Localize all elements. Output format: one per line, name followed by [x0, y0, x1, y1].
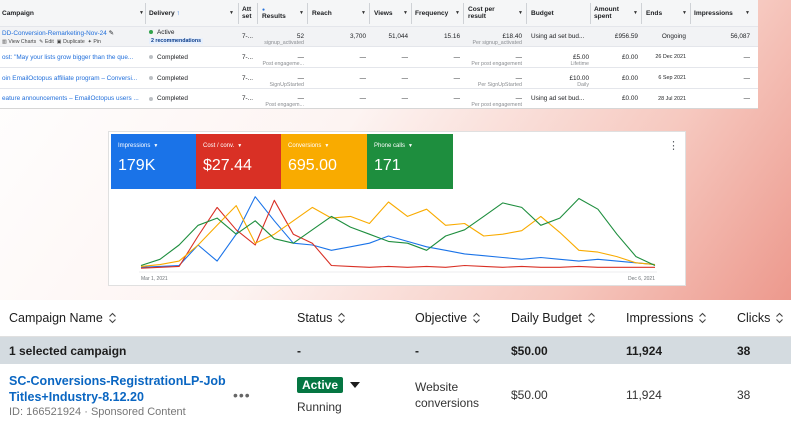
metric-tile-conversions[interactable]: Conversions ▼ 695.00: [281, 134, 367, 189]
info-icon: ●: [262, 6, 266, 13]
series-line-phone-calls: [140, 197, 656, 267]
chevron-down-icon[interactable]: ▼: [408, 143, 413, 149]
col-reach-header[interactable]: Reach: [312, 9, 332, 17]
objective: Website conversions: [415, 380, 480, 410]
sort-icon[interactable]: [586, 312, 597, 324]
status-detail: Running: [297, 399, 342, 414]
chevron-down-icon: ▼: [633, 10, 638, 16]
linkedin-campaign-table: Campaign Name Status Objective Daily Bud…: [0, 300, 791, 426]
sort-icon[interactable]: [336, 312, 347, 324]
delivery-status: Completed: [157, 74, 188, 82]
campaign-link[interactable]: oin EmailOctopus affiliate program – Con…: [2, 74, 138, 82]
col-budget-header[interactable]: Budget: [531, 9, 554, 17]
col-daily-budget-header[interactable]: Daily Budget: [511, 300, 597, 336]
campaign-name-link[interactable]: SC-Conversions-RegistrationLP-Job Titles…: [9, 373, 226, 404]
delivery-status: Active: [157, 29, 175, 36]
caret-down-icon[interactable]: [350, 382, 361, 389]
selected-count: 1 selected campaign: [9, 343, 127, 358]
metric-value: 171: [374, 157, 401, 174]
col-results-header[interactable]: ● Results: [262, 6, 286, 20]
chevron-down-icon: ▼: [518, 10, 523, 16]
chevron-down-icon[interactable]: ▼: [153, 143, 159, 149]
campaign-link[interactable]: eature announcements – EmailOctopus user…: [2, 95, 139, 102]
chevron-down-icon: ▼: [403, 10, 408, 16]
chevron-down-icon: ▼: [229, 10, 234, 16]
pencil-icon[interactable]: ✎: [108, 29, 114, 37]
campaign-link[interactable]: ost: "May your lists grow bigger than th…: [2, 53, 134, 61]
x-axis-end-label: Dec 6, 2021: [628, 276, 655, 282]
table-row[interactable]: DD-Conversion-Remarketing-Nov-24 ✎ ▥ Vie…: [0, 27, 758, 47]
metric-tile-cost-per-conversion[interactable]: Cost / conv. ▼ $27.44: [196, 134, 281, 189]
daily-budget: $50.00: [511, 388, 548, 402]
row-actions: ▥ View Charts ✎ Edit ▣ Duplicate ✦ Pin: [2, 39, 114, 45]
chevron-down-icon[interactable]: ▼: [237, 143, 243, 149]
clicks: 38: [737, 388, 751, 402]
table-header: Campaign ▼ Delivery ↑ ▼ Att set ● Results…: [0, 0, 758, 27]
metric-tile-impressions[interactable]: Impressions ▼ 179K: [111, 134, 196, 189]
sort-icon[interactable]: [471, 312, 482, 324]
chevron-down-icon: ▼: [299, 10, 304, 16]
pin-button[interactable]: ✦ Pin: [87, 38, 101, 45]
table-row[interactable]: oin EmailOctopus affiliate program – Con…: [0, 68, 758, 89]
col-campaign-caret[interactable]: ▼: [136, 0, 144, 26]
sort-icon[interactable]: [774, 312, 785, 324]
col-campaign-name-header[interactable]: Campaign Name: [9, 300, 118, 336]
status-dot-icon: [149, 55, 153, 59]
recommendations-badge[interactable]: 2 recommendations: [149, 38, 204, 44]
col-views-header[interactable]: Views: [374, 9, 393, 17]
table-header: Campaign Name Status Objective Daily Bud…: [0, 300, 791, 337]
performance-line-chart: Mar 1, 2021 Dec 6, 2021: [139, 196, 657, 282]
col-delivery-caret[interactable]: ▼: [226, 0, 234, 26]
duplicate-button[interactable]: ▣ Duplicate: [56, 38, 85, 45]
x-axis-start-label: Mar 1, 2021: [141, 276, 168, 282]
view-charts-button[interactable]: ▥ View Charts: [2, 38, 37, 45]
col-cost-per-result-header[interactable]: Cost per result: [468, 6, 495, 20]
status-badge[interactable]: Active: [297, 376, 344, 393]
chevron-down-icon: ▼: [139, 10, 144, 16]
selected-summary-row[interactable]: 1 selected campaign - - $50.00 11,924 38: [0, 337, 791, 364]
col-impressions-header[interactable]: Impressions: [626, 300, 708, 336]
col-objective-header[interactable]: Objective: [415, 300, 482, 336]
col-status-header[interactable]: Status: [297, 300, 347, 336]
more-actions-icon[interactable]: •••: [233, 387, 251, 403]
metric-value: 695.00: [288, 157, 337, 174]
impressions: 11,924: [626, 388, 662, 402]
series-line-conversions: [140, 201, 656, 267]
google-ads-overview-card: Impressions ▼ 179K Cost / conv. ▼ $27.44 C…: [108, 131, 686, 286]
col-amount-spent-header[interactable]: Amount spent: [594, 6, 619, 20]
table-row[interactable]: ost: "May your lists grow bigger than th…: [0, 47, 758, 68]
chevron-down-icon[interactable]: ▼: [324, 143, 330, 149]
delivery-status: Completed: [157, 53, 188, 61]
table-row[interactable]: eature announcements – EmailOctopus user…: [0, 89, 758, 108]
chevron-down-icon: ▼: [745, 10, 750, 16]
col-delivery-header[interactable]: Delivery ↑: [149, 9, 180, 17]
status-dot-icon: [149, 76, 153, 80]
sort-icon[interactable]: [697, 312, 708, 324]
ads-manager-table: Campaign ▼ Delivery ↑ ▼ Att set ● Results…: [0, 0, 758, 109]
col-impressions-header[interactable]: Impressions: [694, 9, 733, 17]
status-dot-icon: [149, 96, 153, 101]
col-campaign-header[interactable]: Campaign: [2, 9, 34, 17]
sort-ascending-icon: ↑: [176, 9, 180, 17]
metric-value: $27.44: [203, 157, 252, 174]
col-attribution-header[interactable]: Att set: [242, 6, 252, 20]
more-vert-icon[interactable]: ⋮: [668, 140, 679, 152]
campaign-link[interactable]: DD-Conversion-Remarketing-Nov-24: [2, 29, 107, 37]
chevron-down-icon: ▼: [361, 10, 366, 16]
series-line-cost-conv-: [140, 199, 655, 269]
series-line-impressions: [140, 196, 656, 268]
col-frequency-header[interactable]: Frequency: [415, 9, 449, 17]
edit-button[interactable]: ✎ Edit: [39, 38, 54, 45]
campaign-meta: ID: 166521924 · Sponsored Content: [9, 405, 186, 418]
metric-value: 179K: [118, 157, 156, 174]
status-dot-icon: [149, 30, 153, 34]
chevron-down-icon: ▼: [455, 10, 460, 16]
metric-tile-phone-calls[interactable]: Phone calls ▼ 171: [367, 134, 453, 189]
col-clicks-header[interactable]: Clicks: [737, 300, 785, 336]
chevron-down-icon: ▼: [682, 10, 687, 16]
sort-icon[interactable]: [107, 312, 118, 324]
delivery-status: Completed: [157, 95, 188, 102]
col-ends-header[interactable]: Ends: [646, 9, 663, 17]
table-row[interactable]: SC-Conversions-RegistrationLP-Job Titles…: [0, 364, 791, 426]
